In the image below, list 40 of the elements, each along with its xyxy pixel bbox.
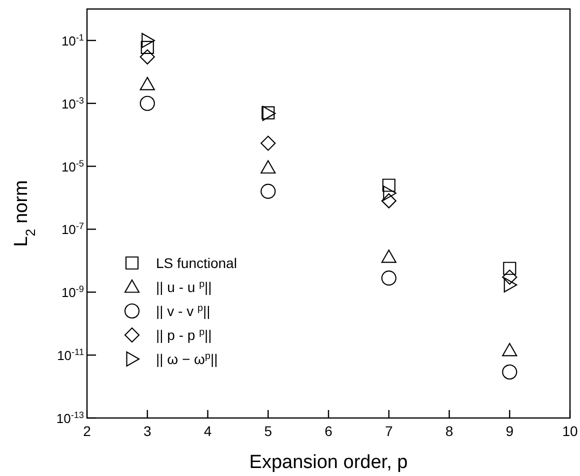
y-tick-label: 10$^{-11}$ <box>57 347 84 364</box>
legend-label: || p - p $^{p}$|| <box>156 326 212 343</box>
x-tick-label: 5 <box>264 423 272 439</box>
point <box>140 76 155 90</box>
x-tick-label: 10 <box>562 423 578 439</box>
point <box>142 32 155 48</box>
point <box>381 193 396 208</box>
point <box>383 186 396 201</box>
point <box>381 270 396 286</box>
point <box>381 250 396 263</box>
point <box>260 184 276 199</box>
point <box>382 178 396 192</box>
y-tick-label: 10$^{-3}$ <box>61 95 84 112</box>
point <box>502 270 518 285</box>
x-axis-title: Expansion order, p <box>249 452 408 473</box>
point <box>260 160 276 174</box>
x-tick-label: 8 <box>445 423 454 439</box>
legend-label: || u - u $^{p}$|| <box>156 278 212 295</box>
point <box>260 136 276 151</box>
point <box>502 364 518 380</box>
legend-label: || v - v $^{p}$|| <box>156 302 210 319</box>
x-tick-label: 7 <box>384 423 393 439</box>
x-tick-label: 2 <box>83 423 92 439</box>
y-tick-label: 10$^{-9}$ <box>61 284 84 300</box>
x-tick-label: 9 <box>506 423 514 439</box>
point <box>140 49 155 64</box>
point <box>140 96 155 111</box>
x-tick-label: 6 <box>324 423 333 439</box>
x-tick-label: 3 <box>143 423 152 439</box>
y-tick-label: 10$^{-1}$ <box>61 32 84 48</box>
legend-label: LS functional <box>156 255 237 271</box>
x-tick-label: 4 <box>204 423 212 439</box>
y-tick-label: 10$^{-13}$ <box>56 410 84 426</box>
legend-label: || ω − ω$^{p}$|| <box>156 350 218 367</box>
point <box>502 342 518 356</box>
y-tick-label: 10$^{-5}$ <box>61 158 84 174</box>
point <box>140 40 154 54</box>
y-tick-label: 10$^{-7}$ <box>61 221 84 238</box>
point <box>503 262 516 275</box>
point <box>504 277 518 292</box>
